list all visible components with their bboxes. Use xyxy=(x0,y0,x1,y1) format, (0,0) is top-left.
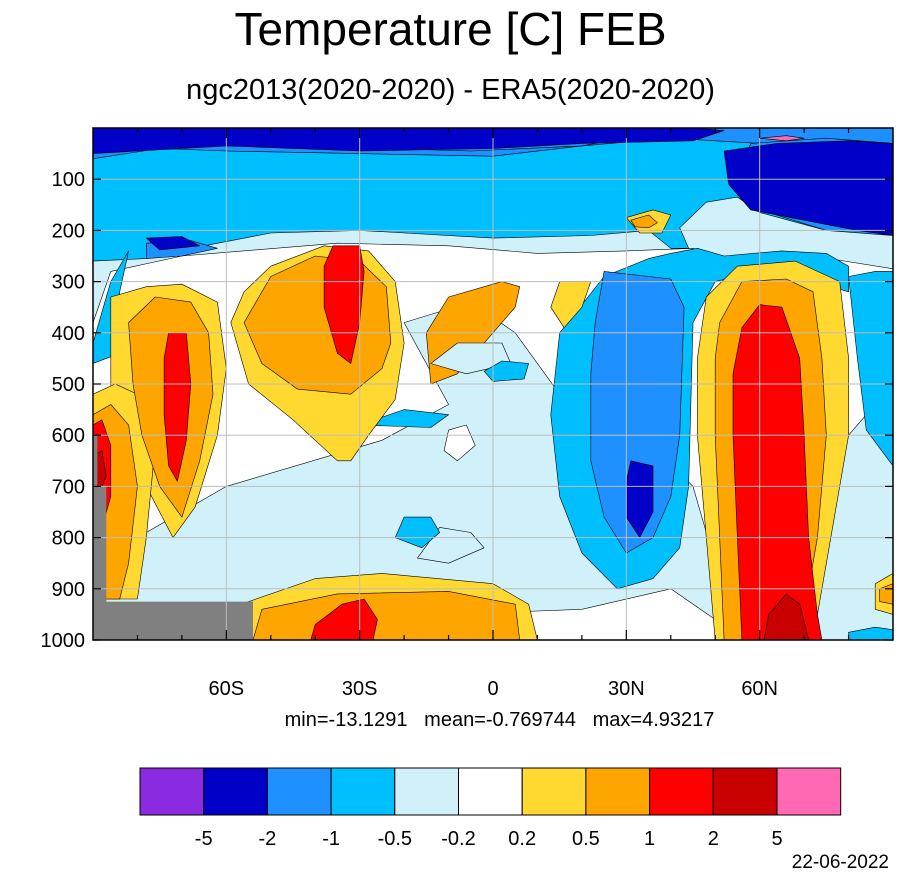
colorbar-label: 2 xyxy=(708,828,719,850)
contour-region-13 xyxy=(93,128,725,154)
colorbar-label: -0.2 xyxy=(441,828,475,850)
chart-subtitle: ngc2013(2020-2020) - ERA5(2020-2020) xyxy=(186,74,715,106)
x-tick-label: 30S xyxy=(342,678,378,700)
x-tick-label: 60N xyxy=(741,678,778,700)
colorbar-label: -2 xyxy=(259,828,277,850)
colorbar-box xyxy=(521,767,587,816)
colorbar-box xyxy=(585,767,651,816)
x-tick-label: 0 xyxy=(487,678,498,700)
colorbar-label: 0.5 xyxy=(572,828,600,850)
y-tick-label: 700 xyxy=(52,476,85,498)
contour-region-30 xyxy=(163,332,192,482)
colorbar-label: 5 xyxy=(771,828,782,850)
contour-region-40 xyxy=(483,360,529,382)
colorbar-box xyxy=(203,767,268,816)
contour-region-33 xyxy=(310,598,378,640)
colorbar-box xyxy=(458,767,523,816)
stats-line: min=-13.1291 mean=-0.769744 max=4.93217 xyxy=(284,709,715,731)
colorbar-label: -0.5 xyxy=(378,828,412,850)
contour-region-43 xyxy=(630,214,658,229)
chart-title: Temperature [C] FEB xyxy=(234,3,667,55)
contour-region-34 xyxy=(763,593,809,640)
missing-data-layer xyxy=(93,435,253,640)
y-tick-label: 600 xyxy=(52,425,85,447)
colorbar-label: 1 xyxy=(644,828,655,850)
contour-region-29 xyxy=(323,245,365,364)
x-tick-label: 60S xyxy=(209,678,245,700)
y-tick-label: 1000 xyxy=(41,630,86,652)
contour-region-15 xyxy=(146,236,200,251)
x-tick-label: 30N xyxy=(608,678,645,700)
y-tick-label: 900 xyxy=(52,579,85,601)
colorbar-box xyxy=(649,767,714,816)
colorbar-label: -5 xyxy=(195,828,213,850)
y-tick-label: 100 xyxy=(52,169,85,191)
y-tick-label: 200 xyxy=(52,220,85,242)
contour-region-6 xyxy=(848,271,893,467)
y-tick-label: 800 xyxy=(52,528,85,550)
x-axis: 60S 30S 0 30N 60N xyxy=(136,128,850,700)
colorbar-box xyxy=(330,767,396,816)
y-tick-label: 400 xyxy=(52,323,85,345)
contour-region-14 xyxy=(723,140,893,236)
colorbar-box xyxy=(712,767,778,816)
colorbar-box xyxy=(394,767,459,816)
missing-data-region-0 xyxy=(93,435,253,640)
contour-region-9 xyxy=(590,271,685,554)
y-tick-label: 300 xyxy=(52,272,85,294)
contour-region-39 xyxy=(394,516,441,549)
contour-region-38 xyxy=(443,424,476,462)
colorbar-box xyxy=(776,767,842,816)
colorbar-box xyxy=(139,767,205,816)
colorbar-box xyxy=(266,767,332,816)
y-axis: 100 200 300 400 500 600 700 800 900 1000 xyxy=(41,169,893,652)
y-tick-label: 500 xyxy=(52,374,85,396)
date-stamp: 22-06-2022 xyxy=(791,852,889,873)
colorbar-label: 0.2 xyxy=(508,828,536,850)
colorbar-label: -1 xyxy=(322,828,340,850)
contour-plot: 100 200 300 400 500 600 700 800 900 1000 60S 30S 0 3… xyxy=(41,127,894,700)
contour-region-46 xyxy=(759,135,805,142)
